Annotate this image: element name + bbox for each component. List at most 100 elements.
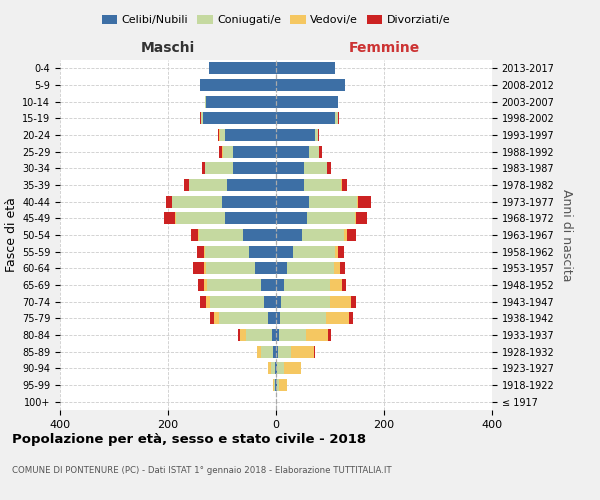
Bar — [314, 346, 315, 358]
Bar — [222, 196, 276, 207]
Bar — [276, 96, 338, 108]
Bar — [197, 246, 203, 258]
Bar — [276, 196, 310, 207]
Bar — [210, 296, 264, 308]
Bar — [328, 329, 331, 341]
Bar — [330, 279, 342, 291]
Y-axis label: Fasce di età: Fasce di età — [5, 198, 18, 272]
Bar — [304, 179, 341, 191]
Y-axis label: Anni di nascita: Anni di nascita — [560, 188, 572, 281]
Bar — [276, 296, 281, 308]
Bar — [198, 229, 199, 241]
Bar — [220, 146, 222, 158]
Bar — [206, 296, 210, 308]
Bar — [358, 196, 371, 207]
Bar — [198, 279, 204, 291]
Bar — [277, 379, 279, 391]
Bar — [280, 312, 326, 324]
Bar — [272, 329, 276, 341]
Bar — [222, 146, 223, 158]
Bar — [287, 262, 334, 274]
Bar — [264, 296, 276, 308]
Bar — [276, 112, 335, 124]
Bar — [205, 246, 249, 258]
Bar — [209, 312, 214, 324]
Bar — [262, 346, 274, 358]
Bar — [200, 79, 276, 91]
Bar — [204, 279, 207, 291]
Bar — [335, 246, 338, 258]
Bar — [209, 62, 276, 74]
Bar — [335, 112, 338, 124]
Bar — [284, 362, 301, 374]
Bar — [220, 129, 225, 141]
Bar — [330, 296, 350, 308]
Bar — [307, 212, 355, 224]
Bar — [207, 279, 261, 291]
Bar — [191, 229, 198, 241]
Bar — [342, 179, 347, 191]
Bar — [276, 362, 277, 374]
Bar — [276, 212, 307, 224]
Bar — [317, 129, 319, 141]
Bar — [347, 229, 356, 241]
Bar — [276, 229, 302, 241]
Bar — [176, 212, 225, 224]
Bar — [276, 179, 304, 191]
Bar — [310, 196, 357, 207]
Bar — [315, 129, 317, 141]
Bar — [242, 229, 276, 241]
Bar — [200, 296, 206, 308]
Bar — [275, 362, 276, 374]
Bar — [276, 279, 284, 291]
Bar — [271, 362, 275, 374]
Bar — [281, 296, 330, 308]
Bar — [310, 146, 319, 158]
Bar — [206, 262, 256, 274]
Bar — [277, 362, 284, 374]
Bar — [184, 179, 188, 191]
Bar — [205, 96, 206, 108]
Bar — [344, 229, 347, 241]
Bar — [203, 112, 276, 124]
Bar — [241, 329, 246, 341]
Bar — [276, 246, 293, 258]
Bar — [225, 129, 276, 141]
Bar — [276, 262, 287, 274]
Bar — [233, 162, 276, 174]
Bar — [249, 246, 276, 258]
Bar — [227, 179, 276, 191]
Bar — [338, 246, 343, 258]
Bar — [302, 229, 344, 241]
Bar — [326, 312, 349, 324]
Bar — [327, 162, 331, 174]
Text: Maschi: Maschi — [141, 41, 195, 55]
Bar — [206, 96, 276, 108]
Bar — [293, 246, 335, 258]
Bar — [203, 246, 205, 258]
Bar — [278, 346, 291, 358]
Bar — [268, 312, 276, 324]
Bar — [238, 329, 241, 341]
Bar — [200, 112, 201, 124]
Bar — [202, 162, 205, 174]
Bar — [261, 279, 276, 291]
Bar — [214, 312, 220, 324]
Bar — [223, 146, 233, 158]
Bar — [172, 196, 222, 207]
Text: Popolazione per età, sesso e stato civile - 2018: Popolazione per età, sesso e stato civil… — [12, 432, 366, 446]
Bar — [188, 179, 227, 191]
Bar — [276, 62, 335, 74]
Bar — [276, 346, 278, 358]
Bar — [334, 262, 340, 274]
Bar — [341, 179, 342, 191]
Bar — [350, 296, 356, 308]
Bar — [319, 146, 322, 158]
Bar — [276, 79, 345, 91]
Text: Femmine: Femmine — [349, 41, 419, 55]
Bar — [199, 229, 242, 241]
Bar — [276, 329, 278, 341]
Bar — [349, 312, 353, 324]
Bar — [274, 379, 275, 391]
Bar — [279, 379, 287, 391]
